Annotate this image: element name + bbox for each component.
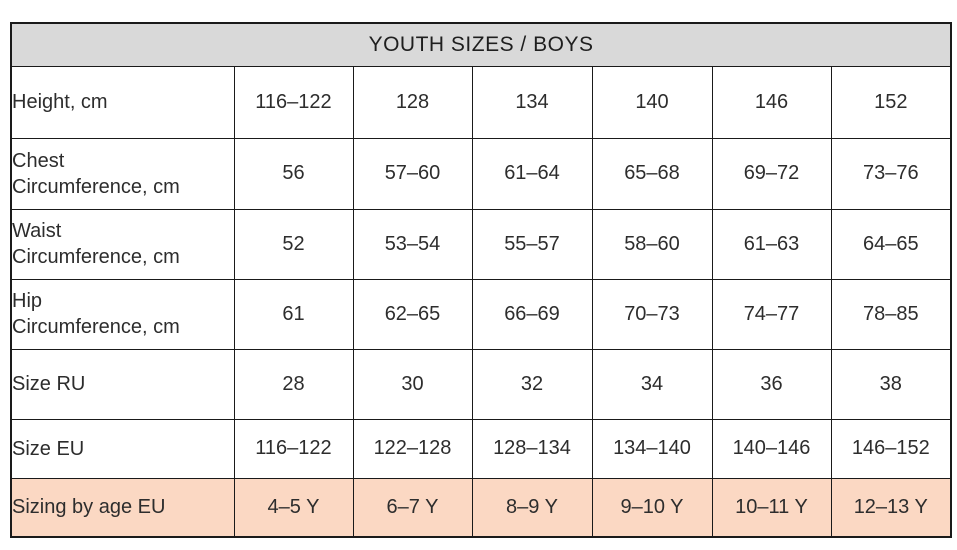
cell-size-eu-1: 116–122: [233, 418, 354, 479]
cell-height-3: 134: [471, 65, 593, 139]
cell-size-ru-1: 28: [233, 348, 354, 420]
row-label-size-eu: Size EU: [10, 418, 235, 479]
table-row-sizing-by-age: Sizing by age EU 4–5 Y 6–7 Y 8–9 Y 9–10 …: [10, 477, 952, 538]
cell-chest-1: 56: [233, 137, 354, 210]
row-label-height: Height, cm: [10, 65, 235, 139]
cell-height-5: 146: [711, 65, 832, 139]
cell-chest-3: 61–64: [471, 137, 593, 210]
row-label-size-ru: Size RU: [10, 348, 235, 420]
cell-waist-4: 58–60: [591, 208, 713, 280]
cell-size-ru-5: 36: [711, 348, 832, 420]
row-label-sizing-by-age: Sizing by age EU: [10, 477, 235, 538]
cell-age-4: 9–10 Y: [591, 477, 713, 538]
cell-size-ru-3: 32: [471, 348, 593, 420]
cell-height-1: 116–122: [233, 65, 354, 139]
cell-size-eu-2: 122–128: [352, 418, 473, 479]
cell-size-ru-2: 30: [352, 348, 473, 420]
table-row-chest: Chest Circumference, cm 56 57–60 61–64 6…: [10, 137, 952, 210]
cell-age-2: 6–7 Y: [352, 477, 473, 538]
table-header-row: YOUTH SIZES / BOYS: [10, 22, 952, 67]
cell-size-eu-5: 140–146: [711, 418, 832, 479]
youth-sizes-table: YOUTH SIZES / BOYS Height, cm 116–122 12…: [10, 22, 953, 538]
table-row-size-ru: Size RU 28 30 32 34 36 38: [10, 348, 952, 420]
row-label-waist: Waist Circumference, cm: [10, 208, 235, 280]
cell-age-6: 12–13 Y: [830, 477, 952, 538]
cell-size-ru-6: 38: [830, 348, 952, 420]
cell-waist-5: 61–63: [711, 208, 832, 280]
table-row-waist: Waist Circumference, cm 52 53–54 55–57 5…: [10, 208, 952, 280]
cell-size-eu-6: 146–152: [830, 418, 952, 479]
table-title: YOUTH SIZES / BOYS: [10, 22, 952, 67]
row-label-chest: Chest Circumference, cm: [10, 137, 235, 210]
cell-chest-6: 73–76: [830, 137, 952, 210]
cell-size-ru-4: 34: [591, 348, 713, 420]
cell-age-5: 10–11 Y: [711, 477, 832, 538]
cell-height-2: 128: [352, 65, 473, 139]
cell-hip-5: 74–77: [711, 278, 832, 350]
cell-hip-2: 62–65: [352, 278, 473, 350]
cell-waist-2: 53–54: [352, 208, 473, 280]
cell-chest-2: 57–60: [352, 137, 473, 210]
cell-age-1: 4–5 Y: [233, 477, 354, 538]
cell-waist-6: 64–65: [830, 208, 952, 280]
row-label-hip: Hip Circumference, cm: [10, 278, 235, 350]
cell-age-3: 8–9 Y: [471, 477, 593, 538]
cell-hip-1: 61: [233, 278, 354, 350]
table-row-height: Height, cm 116–122 128 134 140 146 152: [10, 65, 952, 139]
cell-size-eu-3: 128–134: [471, 418, 593, 479]
cell-chest-4: 65–68: [591, 137, 713, 210]
cell-waist-1: 52: [233, 208, 354, 280]
table-row-size-eu: Size EU 116–122 122–128 128–134 134–140 …: [10, 418, 952, 479]
cell-hip-3: 66–69: [471, 278, 593, 350]
cell-height-6: 152: [830, 65, 952, 139]
table-row-hip: Hip Circumference, cm 61 62–65 66–69 70–…: [10, 278, 952, 350]
cell-hip-6: 78–85: [830, 278, 952, 350]
cell-waist-3: 55–57: [471, 208, 593, 280]
cell-chest-5: 69–72: [711, 137, 832, 210]
cell-hip-4: 70–73: [591, 278, 713, 350]
cell-height-4: 140: [591, 65, 713, 139]
cell-size-eu-4: 134–140: [591, 418, 713, 479]
